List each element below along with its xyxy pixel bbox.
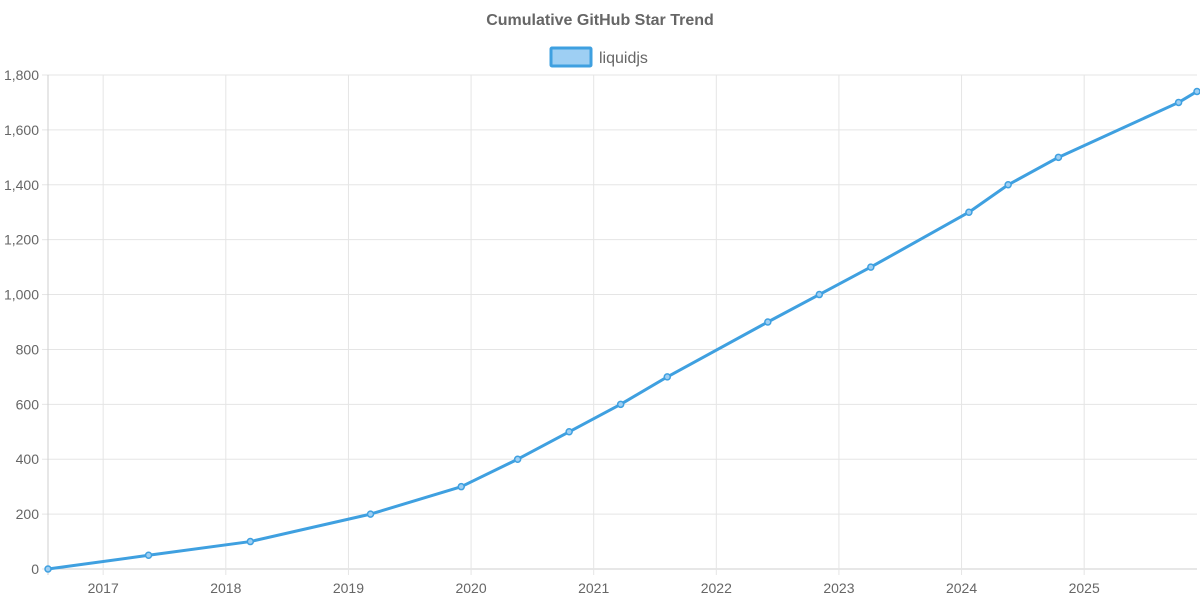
legend-label[interactable]: liquidjs bbox=[599, 50, 648, 67]
x-tick-label: 2025 bbox=[1069, 580, 1100, 596]
y-tick-label: 400 bbox=[16, 451, 40, 467]
data-point[interactable] bbox=[513, 455, 522, 463]
data-point[interactable] bbox=[867, 263, 875, 271]
axes: 0 200 400 600 800 1,000 1,200 1,400 1,600 1,800 20… bbox=[4, 67, 1100, 596]
series-line[interactable] bbox=[46, 89, 1199, 571]
y-tick-label: 1,800 bbox=[4, 67, 39, 83]
y-tick-label: 200 bbox=[16, 506, 40, 522]
data-point[interactable] bbox=[1174, 98, 1183, 107]
legend-swatch[interactable] bbox=[549, 46, 593, 68]
grid bbox=[42, 74, 1197, 575]
data-point[interactable] bbox=[1004, 181, 1012, 189]
data-point[interactable] bbox=[366, 510, 375, 518]
data-point[interactable] bbox=[815, 290, 824, 299]
data-point[interactable] bbox=[246, 537, 255, 546]
y-tick-label: 1,200 bbox=[4, 232, 39, 248]
x-tick-label: 2023 bbox=[823, 580, 854, 596]
data-point[interactable] bbox=[1193, 87, 1200, 96]
y-tick-label: 800 bbox=[16, 341, 40, 357]
data-point[interactable] bbox=[1054, 153, 1063, 162]
y-tick-label: 600 bbox=[16, 396, 40, 412]
data-point[interactable] bbox=[144, 551, 153, 560]
y-tick-label: 1,400 bbox=[4, 177, 39, 193]
y-tick-label: 1,600 bbox=[4, 122, 39, 138]
x-tick-label: 2021 bbox=[578, 580, 609, 596]
legend[interactable]: liquidjs bbox=[549, 46, 648, 68]
x-tick-label: 2022 bbox=[701, 580, 732, 596]
chart-title: Cumulative GitHub Star Trend bbox=[486, 12, 714, 29]
data-point[interactable] bbox=[764, 318, 772, 326]
x-tick-label: 2020 bbox=[455, 580, 486, 596]
series-liquidjs bbox=[44, 87, 1200, 573]
x-tick-label: 2024 bbox=[946, 580, 977, 596]
data-point[interactable] bbox=[457, 482, 465, 491]
data-point[interactable] bbox=[663, 373, 672, 381]
x-tick-label: 2018 bbox=[210, 580, 241, 596]
x-tick-label: 2017 bbox=[88, 580, 119, 596]
x-tick-label: 2019 bbox=[333, 580, 364, 596]
data-point[interactable] bbox=[616, 400, 625, 409]
data-point[interactable] bbox=[44, 565, 52, 573]
data-point[interactable] bbox=[565, 428, 573, 436]
y-tick-label: 0 bbox=[31, 561, 39, 577]
data-point[interactable] bbox=[965, 208, 973, 216]
y-tick-label: 1,000 bbox=[4, 287, 39, 303]
